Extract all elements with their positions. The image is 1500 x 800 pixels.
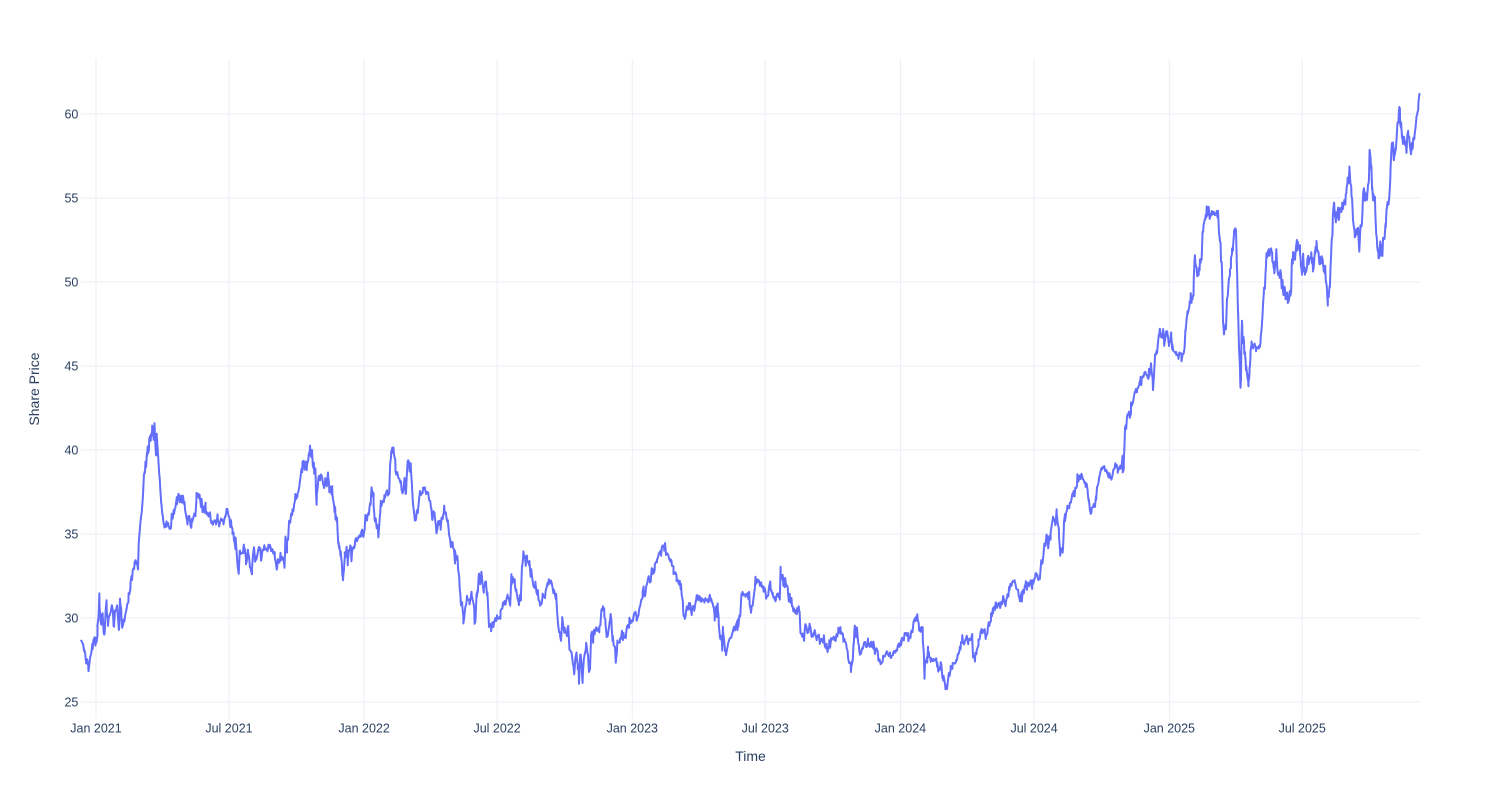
svg-text:50: 50 (64, 275, 78, 289)
svg-text:25: 25 (64, 695, 78, 709)
svg-text:Jul 2025: Jul 2025 (1279, 722, 1326, 736)
svg-text:Jul 2024: Jul 2024 (1010, 722, 1057, 736)
svg-text:Jul 2023: Jul 2023 (742, 722, 789, 736)
svg-text:Time: Time (735, 748, 766, 764)
svg-text:Jul 2021: Jul 2021 (205, 722, 252, 736)
svg-text:30: 30 (64, 611, 78, 625)
svg-text:Jan 2024: Jan 2024 (875, 722, 926, 736)
svg-text:40: 40 (64, 443, 78, 457)
svg-text:45: 45 (64, 359, 78, 373)
svg-text:Jan 2025: Jan 2025 (1144, 722, 1195, 736)
svg-text:Jan 2022: Jan 2022 (338, 722, 389, 736)
svg-text:Share Price: Share Price (26, 352, 42, 425)
svg-text:Jul 2022: Jul 2022 (473, 722, 520, 736)
svg-text:55: 55 (64, 191, 78, 205)
svg-text:Jan 2023: Jan 2023 (607, 722, 658, 736)
svg-text:35: 35 (64, 527, 78, 541)
svg-text:Jan 2021: Jan 2021 (70, 722, 121, 736)
svg-text:60: 60 (64, 107, 78, 121)
